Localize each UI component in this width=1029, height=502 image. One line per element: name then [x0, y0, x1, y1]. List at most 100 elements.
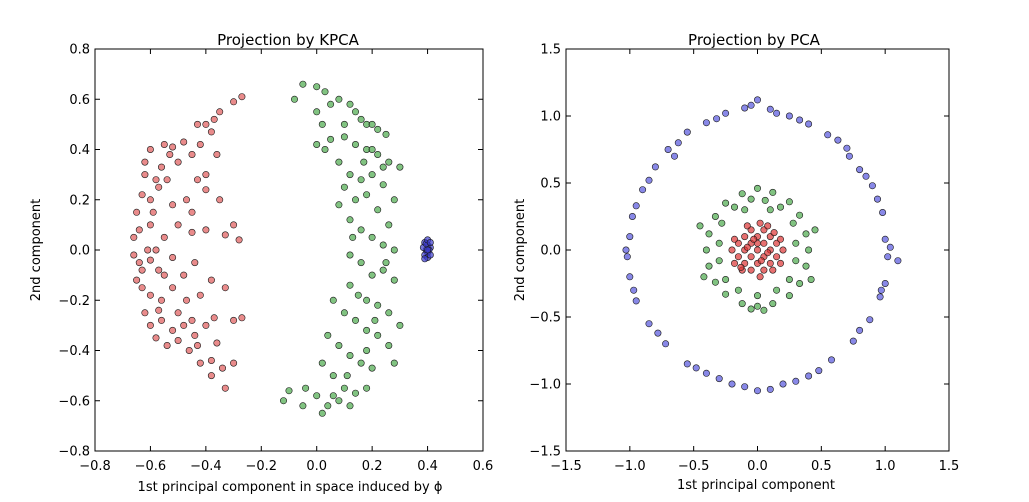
- kpca-series-1-point-36: [379, 241, 387, 249]
- pca-series-2-point-20: [747, 266, 755, 274]
- kpca-series-1-point-24: [357, 176, 365, 184]
- kpca-series-0-point-86: [155, 306, 163, 314]
- pca-series-2-point-25: [769, 266, 777, 274]
- pca-series-1-point-0: [753, 184, 761, 192]
- kpca-series-0-point-55: [141, 309, 149, 317]
- kpca-series-1-point-5: [335, 95, 343, 103]
- pca-series-0-point-52: [692, 364, 700, 372]
- kpca-series-0-point-73: [221, 384, 229, 392]
- kpca-xtick-label-2: −0.4: [190, 459, 222, 474]
- kpca-series-0-point-6: [230, 98, 238, 106]
- pca-ytick-label-0: −1.5: [529, 445, 561, 460]
- kpca-series-1-point-7: [351, 108, 359, 116]
- kpca-series-0-point-40: [169, 254, 177, 262]
- kpca-series-0-point-56: [146, 321, 154, 329]
- kpca-series-1-point-74: [313, 108, 321, 116]
- pca-series-1-point-36: [811, 226, 819, 234]
- pca-series-0-point-30: [827, 356, 835, 364]
- kpca-series-0-point-34: [230, 221, 238, 229]
- kpca-series-1-point-65: [302, 384, 310, 392]
- kpca-series-0-point-38: [146, 256, 154, 264]
- pca-x-tick-labels: −1.5 −1.0 −0.5 0.0 0.5 1.0 1.5: [550, 459, 959, 474]
- kpca-series-0-point-69: [219, 364, 227, 372]
- kpca-series-0-point-68: [207, 356, 215, 364]
- kpca-series-1-point-53: [374, 331, 382, 339]
- pca-series-2-point-36: [757, 257, 765, 265]
- kpca-ytick-label-0: −0.8: [58, 445, 90, 460]
- kpca-series-1-point-54: [385, 341, 393, 349]
- kpca-series-1-point-70: [279, 397, 287, 405]
- pca-series-2-point-34: [764, 249, 772, 257]
- pca-series-0-point-23: [632, 297, 640, 305]
- pca-xtick-label-3: 0.0: [747, 459, 768, 474]
- kpca-series-1-point-14: [327, 135, 335, 143]
- kpca-series-0-point-26: [135, 226, 143, 234]
- pca-series-1-point-31: [785, 275, 793, 283]
- kpca-series-1-point-64: [363, 384, 371, 392]
- kpca-series-0-point-74: [141, 158, 149, 166]
- kpca-series-1-point-16: [351, 141, 359, 149]
- pca-xtick-label-1: −1.0: [614, 459, 646, 474]
- pca-series-0-point-54: [741, 383, 749, 391]
- pca-x-axis-label: 1st principal component: [677, 478, 835, 493]
- pca-series-0-point-39: [796, 116, 804, 124]
- kpca-series-1-point-18: [374, 151, 382, 159]
- kpca-series-1-point-4: [327, 100, 335, 108]
- pca-series-0-point-42: [645, 176, 653, 184]
- kpca-series-1-point-13: [318, 120, 326, 128]
- pca-series-1-point-9: [702, 246, 710, 254]
- pca-ytick-label-3: 0.0: [540, 244, 561, 259]
- kpca-series-1-point-47: [385, 309, 393, 317]
- pca-series-0-point-51: [856, 326, 864, 334]
- pca-series-2-point-19: [760, 266, 768, 274]
- pca-series-1-point-21: [761, 196, 769, 204]
- kpca-series-0-point-19: [169, 201, 177, 209]
- pca-series-1-point-11: [705, 262, 713, 270]
- pca-series-0-point-17: [626, 233, 634, 241]
- kpca-series-1-point-77: [379, 163, 387, 171]
- pca-series-1-point-22: [730, 203, 738, 211]
- kpca-series-1-point-52: [363, 326, 371, 334]
- pca-series-0-point-56: [894, 257, 902, 265]
- kpca-series-1-point-41: [379, 266, 387, 274]
- kpca-series-1-point-60: [318, 359, 326, 367]
- pca-series-0-point-26: [866, 316, 874, 324]
- pca-ytick-label-5: 1.0: [540, 110, 561, 125]
- pca-series-0-point-33: [728, 380, 736, 388]
- pca-series-0-point-12: [856, 166, 864, 174]
- pca-series-0-point-22: [881, 279, 889, 287]
- kpca-ytick-label-6: 0.4: [69, 143, 90, 158]
- pca-series-0-point-47: [886, 243, 894, 251]
- kpca-series-1-point-20: [313, 141, 321, 149]
- pca-series-0-point-41: [834, 136, 842, 144]
- kpca-series-1-point-33: [346, 216, 354, 224]
- kpca-series-1-point-15: [340, 133, 348, 141]
- pca-series-0-point-50: [654, 329, 662, 337]
- kpca-series-1-point-40: [368, 271, 376, 279]
- pca-series-0-point-16: [879, 209, 887, 217]
- pca-series-1-point-20: [747, 195, 755, 203]
- kpca-series-0-point-41: [180, 271, 188, 279]
- pca-series-0-point-14: [868, 182, 876, 190]
- pca-series-0-point-40: [674, 139, 682, 147]
- pca-series-1-point-26: [715, 239, 723, 247]
- kpca-series-0-point-3: [180, 138, 188, 146]
- kpca-y-tick-labels: −0.8 −0.6 −0.4 −0.2 0.0 0.2 0.4 0.6 0.8: [58, 43, 90, 460]
- kpca-xtick-label-7: 0.6: [473, 459, 494, 474]
- kpca-series-0-point-4: [202, 120, 210, 128]
- kpca-series-1-point-72: [318, 409, 326, 417]
- pca-series-1-point-16: [785, 292, 793, 300]
- kpca-series-0-point-72: [207, 372, 215, 380]
- kpca-series-0-point-64: [163, 341, 171, 349]
- pca-series-0-point-4: [785, 112, 793, 120]
- kpca-series-1-point-87: [329, 392, 337, 400]
- pca-y-axis-label: 2nd component: [513, 199, 528, 301]
- kpca-series-1-point-57: [346, 351, 354, 359]
- kpca-series-1-point-76: [368, 146, 376, 154]
- pca-series-0-point-59: [715, 375, 723, 383]
- kpca-series-0-point-66: [185, 346, 193, 354]
- pca-series-1-point-19: [753, 302, 761, 310]
- kpca-series-0-point-83: [138, 266, 146, 274]
- kpca-series-0-point-22: [202, 186, 210, 194]
- kpca-series-0-point-44: [221, 284, 229, 292]
